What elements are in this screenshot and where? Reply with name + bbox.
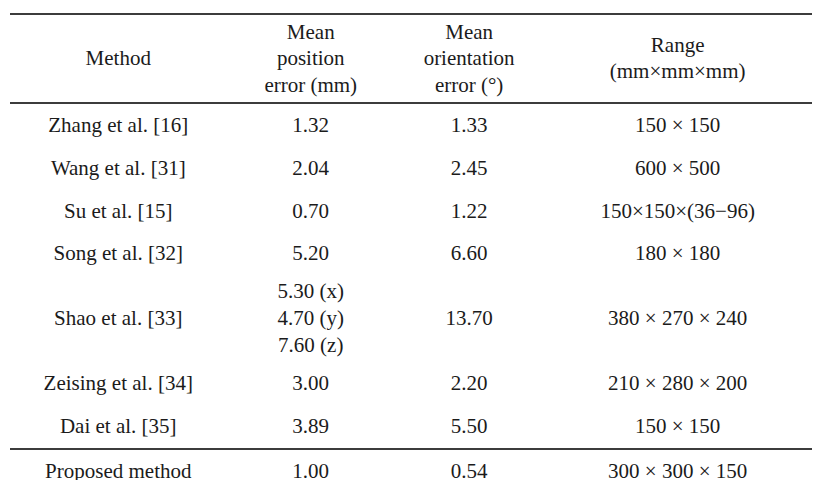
range-cell: 300 × 300 × 150 [543, 449, 812, 480]
method-cell: Dai et al. [35] [10, 405, 227, 449]
position-error-cell: 1.32 [227, 103, 395, 147]
table-header-row: Method Mean position error (mm) Mean ori… [10, 14, 812, 103]
orientation-error-cell: 0.54 [395, 449, 543, 480]
table-row: Zhang et al. [16] 1.32 1.33 150 × 150 [10, 103, 812, 147]
column-header-orientation-error: Mean orientation error (°) [395, 14, 543, 103]
orientation-error-cell: 6.60 [395, 232, 543, 275]
table-row: Wang et al. [31] 2.04 2.45 600 × 500 [10, 147, 812, 190]
method-cell: Proposed method [10, 449, 227, 480]
method-cell: Wang et al. [31] [10, 147, 227, 190]
table-row-proposed-method: Proposed method 1.00 0.54 300 × 300 × 15… [10, 449, 812, 480]
position-error-cell: 5.30 (x) 4.70 (y) 7.60 (z) [227, 275, 395, 362]
position-error-cell: 3.00 [227, 362, 395, 405]
table-row: Zeising et al. [34] 3.00 2.20 210 × 280 … [10, 362, 812, 405]
column-header-method: Method [10, 14, 227, 103]
range-cell: 180 × 180 [543, 232, 812, 275]
comparison-table-container: Method Mean position error (mm) Mean ori… [10, 13, 812, 480]
position-error-cell: 2.04 [227, 147, 395, 190]
position-error-cell: 0.70 [227, 190, 395, 233]
table-row: Dai et al. [35] 3.89 5.50 150 × 150 [10, 405, 812, 449]
orientation-error-cell: 1.22 [395, 190, 543, 233]
orientation-error-cell: 2.20 [395, 362, 543, 405]
range-cell: 380 × 270 × 240 [543, 275, 812, 362]
position-error-cell: 1.00 [227, 449, 395, 480]
method-cell: Song et al. [32] [10, 232, 227, 275]
range-cell: 150×150×(36−96) [543, 190, 812, 233]
table-row: Su et al. [15] 0.70 1.22 150×150×(36−96) [10, 190, 812, 233]
range-cell: 600 × 500 [543, 147, 812, 190]
column-header-range: Range (mm×mm×mm) [543, 14, 812, 103]
range-cell: 150 × 150 [543, 405, 812, 449]
position-error-cell: 5.20 [227, 232, 395, 275]
method-cell: Zeising et al. [34] [10, 362, 227, 405]
table-row: Song et al. [32] 5.20 6.60 180 × 180 [10, 232, 812, 275]
orientation-error-cell: 13.70 [395, 275, 543, 362]
method-cell: Zhang et al. [16] [10, 103, 227, 147]
orientation-error-cell: 2.45 [395, 147, 543, 190]
range-cell: 150 × 150 [543, 103, 812, 147]
range-cell: 210 × 280 × 200 [543, 362, 812, 405]
table-row: Shao et al. [33] 5.30 (x) 4.70 (y) 7.60 … [10, 275, 812, 362]
method-comparison-table: Method Mean position error (mm) Mean ori… [10, 13, 812, 480]
position-error-cell: 3.89 [227, 405, 395, 449]
orientation-error-cell: 5.50 [395, 405, 543, 449]
orientation-error-cell: 1.33 [395, 103, 543, 147]
method-cell: Shao et al. [33] [10, 275, 227, 362]
column-header-position-error: Mean position error (mm) [227, 14, 395, 103]
method-cell: Su et al. [15] [10, 190, 227, 233]
